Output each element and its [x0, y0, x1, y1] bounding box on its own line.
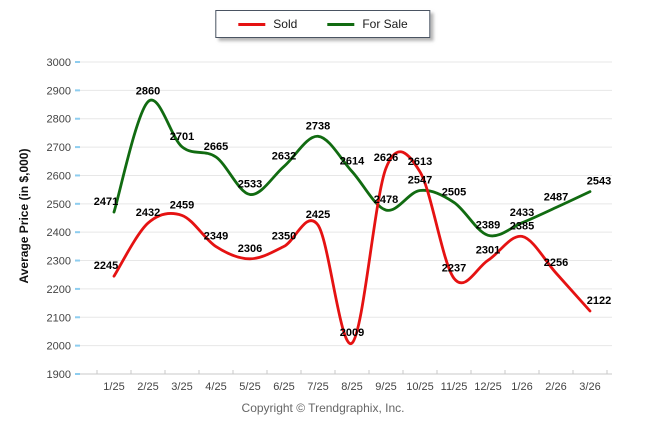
sold-data-label: 2349	[204, 231, 228, 243]
for-sale-line	[112, 98, 592, 238]
x-tick-label: 2/26	[545, 381, 566, 393]
x-tick-label: 1/26	[511, 381, 532, 393]
y-tick-label: 2100	[47, 312, 71, 324]
x-tick-label: 9/25	[375, 381, 396, 393]
x-tick-label: 3/26	[579, 381, 600, 393]
for-sale-data-label: 2533	[238, 178, 262, 190]
for-sale-data-label: 2860	[136, 86, 160, 98]
sold-data-label: 2009	[340, 327, 364, 339]
for-sale-data-label: 2547	[408, 174, 432, 186]
x-tick-label: 11/25	[441, 381, 468, 393]
for-sale-data-label: 2389	[476, 219, 500, 231]
for-sale-data-label: 2701	[170, 131, 194, 143]
y-tick-label: 1900	[47, 369, 71, 381]
copyright-text: Copyright © Trendgraphix, Inc.	[241, 401, 405, 415]
sold-data-label: 2256	[544, 257, 568, 269]
for-sale-data-label: 2632	[272, 150, 296, 162]
legend: Sold For Sale	[215, 10, 431, 38]
sold-data-label: 2350	[272, 230, 296, 242]
sold-data-label: 2425	[306, 209, 330, 221]
x-tick-label: 10/25	[406, 381, 434, 393]
x-tick-label: 3/25	[171, 381, 192, 393]
y-tick-label: 2600	[47, 170, 71, 182]
sold-data-label: 2245	[94, 260, 118, 272]
for-sale-data-label: 2505	[442, 186, 466, 198]
for-sale-data-label: 2665	[204, 141, 228, 153]
y-tick-label: 2300	[47, 256, 71, 268]
y-tick-label: 2000	[47, 341, 71, 353]
sold-line-swatch-icon	[238, 22, 266, 26]
y-tick-label: 2800	[47, 114, 71, 126]
sold-data-label: 2385	[510, 220, 534, 232]
x-tick-label: 5/25	[239, 381, 260, 393]
y-tick-label: 3000	[47, 57, 71, 69]
y-tick-label: 2200	[47, 284, 71, 296]
legend-item-sold: Sold	[238, 17, 297, 31]
x-tick-label: 4/25	[205, 381, 226, 393]
y-tick-label: 2900	[47, 85, 71, 97]
x-tick-label: 1/25	[103, 381, 124, 393]
legend-label-for-sale: For Sale	[362, 17, 408, 31]
sold-data-label: 2306	[238, 243, 262, 255]
y-tick-label: 2400	[47, 227, 71, 239]
sold-data-label: 2237	[442, 262, 466, 274]
for-sale-data-label: 2471	[94, 196, 118, 208]
for-sale-line-swatch-icon	[327, 22, 355, 26]
sold-data-label: 2613	[408, 156, 432, 168]
legend-label-sold: Sold	[273, 17, 298, 31]
sold-data-label: 2432	[136, 207, 160, 219]
x-tick-label: 2/25	[137, 381, 158, 393]
for-sale-data-label: 2738	[306, 120, 330, 132]
y-tick-label: 2500	[47, 199, 71, 211]
sold-data-label: 2122	[587, 295, 611, 307]
y-tick-label: 2700	[47, 142, 71, 154]
for-sale-data-label: 2543	[587, 176, 611, 188]
sold-line	[112, 150, 592, 345]
x-tick-label: 12/25	[474, 381, 502, 393]
for-sale-data-label: 2487	[544, 192, 568, 204]
x-tick-label: 8/25	[341, 381, 362, 393]
legend-item-for-sale: For Sale	[327, 17, 408, 31]
x-tick-label: 7/25	[307, 381, 328, 393]
x-tick-label: 6/25	[273, 381, 294, 393]
for-sale-data-label: 2614	[340, 155, 365, 167]
for-sale-data-label: 2433	[510, 207, 534, 219]
sold-data-label: 2459	[170, 199, 194, 211]
sold-data-label: 2626	[374, 152, 398, 164]
sold-data-label: 2301	[476, 244, 500, 256]
for-sale-data-label: 2478	[374, 194, 398, 206]
